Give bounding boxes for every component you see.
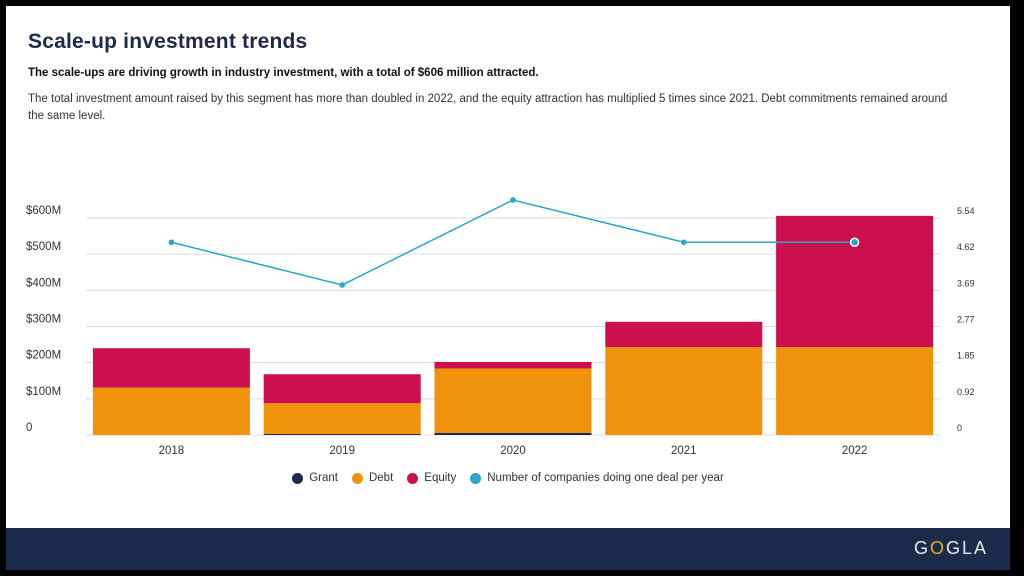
companies-point-2018 (168, 239, 175, 246)
legend-item-grant: Grant (292, 472, 338, 484)
x-tick-label: 2021 (671, 445, 697, 457)
y-right-tick-label: 2.77 (957, 315, 975, 325)
legend-item-debt: Debt (351, 472, 394, 484)
legend-swatch-grant (292, 472, 304, 484)
y-right-tick-label: 0.92 (957, 387, 975, 397)
footer-bar: GOGLA (6, 528, 1010, 570)
legend-swatch-equity (407, 472, 419, 484)
companies-line (171, 199, 855, 286)
bar-debt-2020 (434, 368, 592, 433)
slide: Scale-up investment trends The scale-ups… (6, 6, 1010, 570)
x-tick-label: 2020 (500, 445, 526, 457)
bar-equity-2021 (605, 321, 763, 348)
bar-debt-2018 (92, 387, 250, 435)
page-title: Scale-up investment trends (28, 30, 308, 53)
legend-label-companies: Number of companies doing one deal per y… (487, 472, 724, 484)
y-left-tick-label: 0 (26, 422, 32, 434)
bar-grant-2019 (263, 433, 421, 435)
legend-item-equity: Equity (407, 472, 456, 484)
bar-debt-2021 (605, 347, 763, 435)
bar-equity-2019 (263, 374, 421, 404)
legend-label-equity: Equity (424, 472, 457, 484)
y-left-tick-label: $200M (26, 350, 61, 362)
y-left-tick-label: $300M (26, 314, 61, 326)
bar-equity-2020 (434, 361, 592, 369)
y-left-tick-label: $600M (26, 205, 61, 217)
y-left-tick-label: $500M (26, 241, 61, 253)
logo-part-3: GLA (945, 538, 988, 558)
legend-label-debt: Debt (368, 472, 394, 484)
y-left-tick-label: $400M (26, 277, 61, 289)
logo-part-2: O (929, 538, 946, 558)
x-tick-label: 2019 (329, 445, 355, 457)
logo-part-1: G (913, 538, 930, 558)
legend-swatch-companies (470, 472, 482, 484)
bar-equity-2018 (92, 348, 250, 388)
bar-debt-2019 (263, 403, 421, 434)
legend-item-companies: Number of companies doing one deal per y… (470, 472, 724, 484)
companies-point-2022 (849, 237, 860, 248)
companies-point-2021 (681, 239, 687, 246)
chart-legend: Grant Debt Equity Number of companies do… (6, 472, 1010, 484)
bar-equity-2022 (776, 215, 934, 348)
page-description: The total investment amount raised by th… (28, 93, 948, 122)
legend-swatch-debt (351, 472, 363, 484)
page-subtitle: The scale-ups are driving growth in indu… (28, 67, 539, 79)
companies-point-2019 (339, 282, 346, 288)
bar-grant-2020 (434, 432, 592, 435)
y-right-tick-label: 0 (957, 423, 962, 433)
gogla-logo: GOGLA (914, 538, 988, 559)
y-left-tick-label: $100M (26, 386, 61, 398)
investment-chart: 0 $100M $200M $300M $400M $500M $600M 0 0.92 1.85… (26, 197, 975, 457)
legend-label-grant: Grant (309, 472, 338, 484)
y-right-tick-label: 1.85 (957, 351, 975, 361)
x-tick-label: 2018 (159, 445, 185, 457)
y-right-tick-label: 3.69 (957, 278, 975, 288)
y-right-tick-label: 4.62 (957, 242, 975, 252)
x-tick-label: 2022 (842, 445, 868, 457)
y-right-tick-label: 5.54 (957, 206, 975, 216)
companies-point-2020 (510, 197, 516, 203)
bar-debt-2022 (776, 347, 934, 435)
